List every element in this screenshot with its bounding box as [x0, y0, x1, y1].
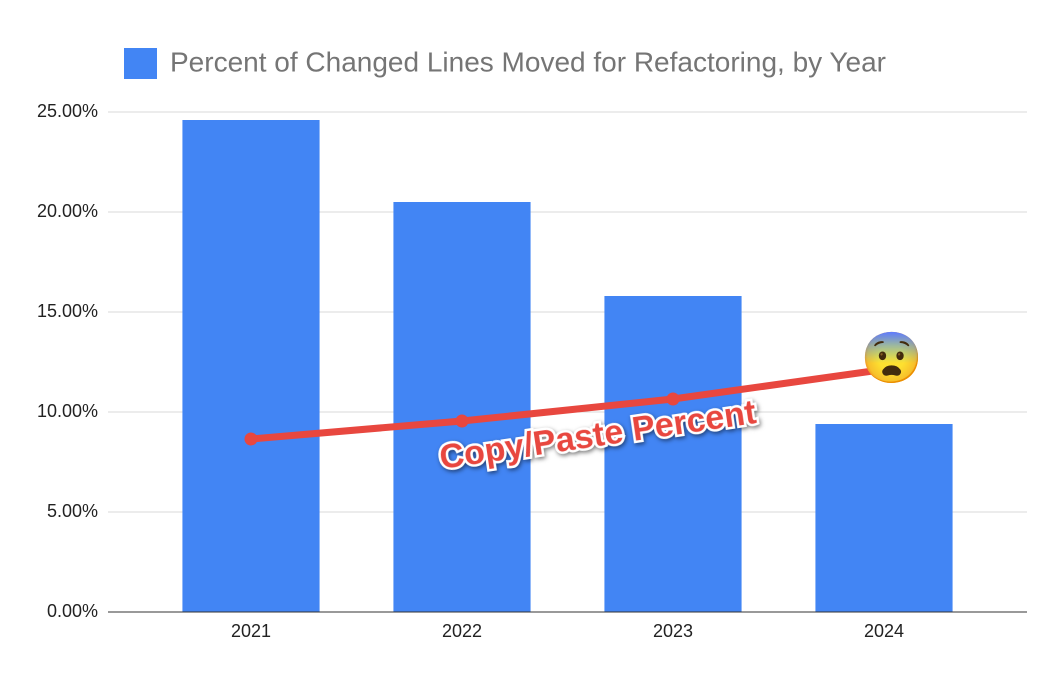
legend-label: Percent of Changed Lines Moved for Refac…	[170, 46, 886, 77]
bar	[182, 120, 320, 612]
bar	[815, 424, 953, 612]
point	[455, 414, 469, 428]
x-tick-label: 2021	[231, 621, 271, 641]
line	[247, 366, 884, 443]
x-tick-label: 2023	[653, 621, 693, 641]
x-tick-label: 2022	[442, 621, 482, 641]
y-tick-label: 25.00%	[37, 101, 98, 121]
y-tick-label: 20.00%	[37, 201, 98, 221]
y-tick-label: 0.00%	[47, 601, 98, 621]
bar	[393, 202, 531, 612]
point	[666, 392, 680, 406]
legend-swatch	[124, 48, 157, 79]
bar	[604, 296, 742, 612]
emoji-annotation: 😨	[861, 330, 923, 386]
y-tick-label: 10.00%	[37, 401, 98, 421]
point	[244, 432, 258, 446]
y-tick-label: 5.00%	[47, 501, 98, 521]
x-tick-label: 2024	[864, 621, 904, 641]
y-tick-label: 15.00%	[37, 301, 98, 321]
